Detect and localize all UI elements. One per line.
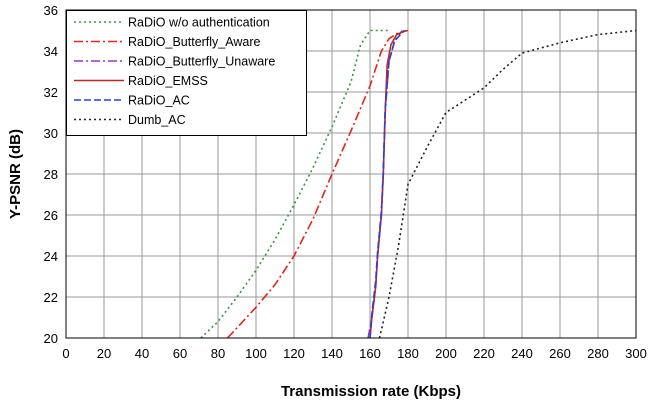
- plot-area-border: [65, 9, 637, 339]
- y-axis-title: Y-PSNR (dB): [7, 129, 24, 219]
- x-tick-label: 0: [62, 346, 69, 361]
- y-tick-label: 22: [44, 290, 58, 305]
- x-tick-label: 100: [245, 346, 267, 361]
- x-axis-title: Transmission rate (Kbps): [281, 383, 461, 400]
- legend-label: RaDiO_EMSS: [128, 74, 208, 88]
- legend-label: RaDiO w/o authentication: [128, 16, 270, 30]
- x-tick-label: 160: [359, 346, 381, 361]
- y-tick-label: 36: [44, 3, 58, 18]
- y-tick-label: 34: [44, 44, 58, 59]
- x-tick-label: 240: [511, 346, 533, 361]
- y-tick-label: 26: [44, 208, 58, 223]
- x-tick-label: 300: [625, 346, 647, 361]
- y-tick-label: 24: [44, 249, 58, 264]
- series-lines: [200, 29, 637, 339]
- x-tick-label: 120: [283, 346, 305, 361]
- legend-label: Dumb_AC: [128, 113, 186, 127]
- series-line-6: [378, 29, 637, 339]
- series-line-2: [226, 29, 409, 339]
- x-tick-label: 200: [435, 346, 457, 361]
- x-tick-label: 80: [211, 346, 225, 361]
- tick-labels: 0 20 40 60 80 100 120 140 160 180 200 220 240 260 280 3…: [44, 3, 647, 361]
- x-tick-label: 180: [397, 346, 419, 361]
- y-tick-label: 20: [44, 331, 58, 346]
- series-line-5: [369, 29, 405, 339]
- legend-box: [66, 10, 307, 136]
- legend-label: RaDiO_Butterfly_Aware: [128, 35, 261, 49]
- y-tick-label: 28: [44, 167, 58, 182]
- x-tick-label: 280: [587, 346, 609, 361]
- legend: RaDiO w/o authentication RaDiO_Butterfly_…: [66, 10, 307, 136]
- x-tick-label: 40: [135, 346, 149, 361]
- y-tick-label: 32: [44, 85, 58, 100]
- x-tick-label: 60: [173, 346, 187, 361]
- x-tick-label: 140: [321, 346, 343, 361]
- y-tick-label: 30: [44, 126, 58, 141]
- legend-label: RaDiO_AC: [128, 94, 190, 108]
- legend-label: RaDiO_Butterfly_Unaware: [128, 55, 275, 69]
- x-tick-label: 20: [97, 346, 111, 361]
- x-tick-label: 220: [473, 346, 495, 361]
- x-tick-label: 260: [549, 346, 571, 361]
